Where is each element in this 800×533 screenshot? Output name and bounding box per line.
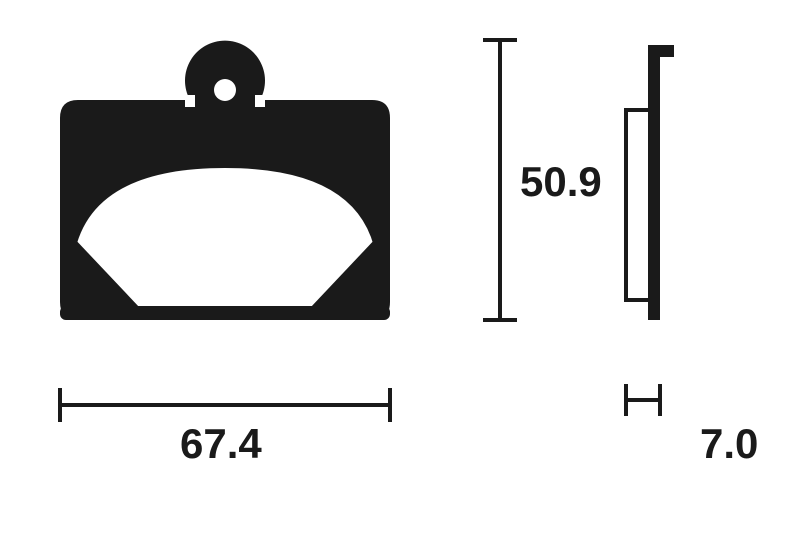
pad-bottom-border	[60, 306, 390, 320]
dim-thickness	[626, 384, 660, 416]
pad-tab-notch-left	[185, 95, 195, 107]
side-friction-material	[626, 110, 650, 300]
pad-tab-notch-right	[255, 95, 265, 107]
dim-width	[60, 388, 390, 422]
drawing-svg	[0, 0, 800, 533]
pad-stem	[219, 140, 231, 162]
side-top-nub	[658, 45, 674, 57]
label-height: 50.9	[520, 158, 602, 206]
front-view	[60, 41, 390, 320]
label-thickness: 7.0	[700, 420, 758, 468]
pad-tab-hole	[214, 79, 236, 101]
side-view	[626, 45, 674, 320]
technical-drawing: 67.4 50.9 7.0	[0, 0, 800, 533]
dim-height	[483, 40, 517, 320]
label-width: 67.4	[180, 420, 262, 468]
